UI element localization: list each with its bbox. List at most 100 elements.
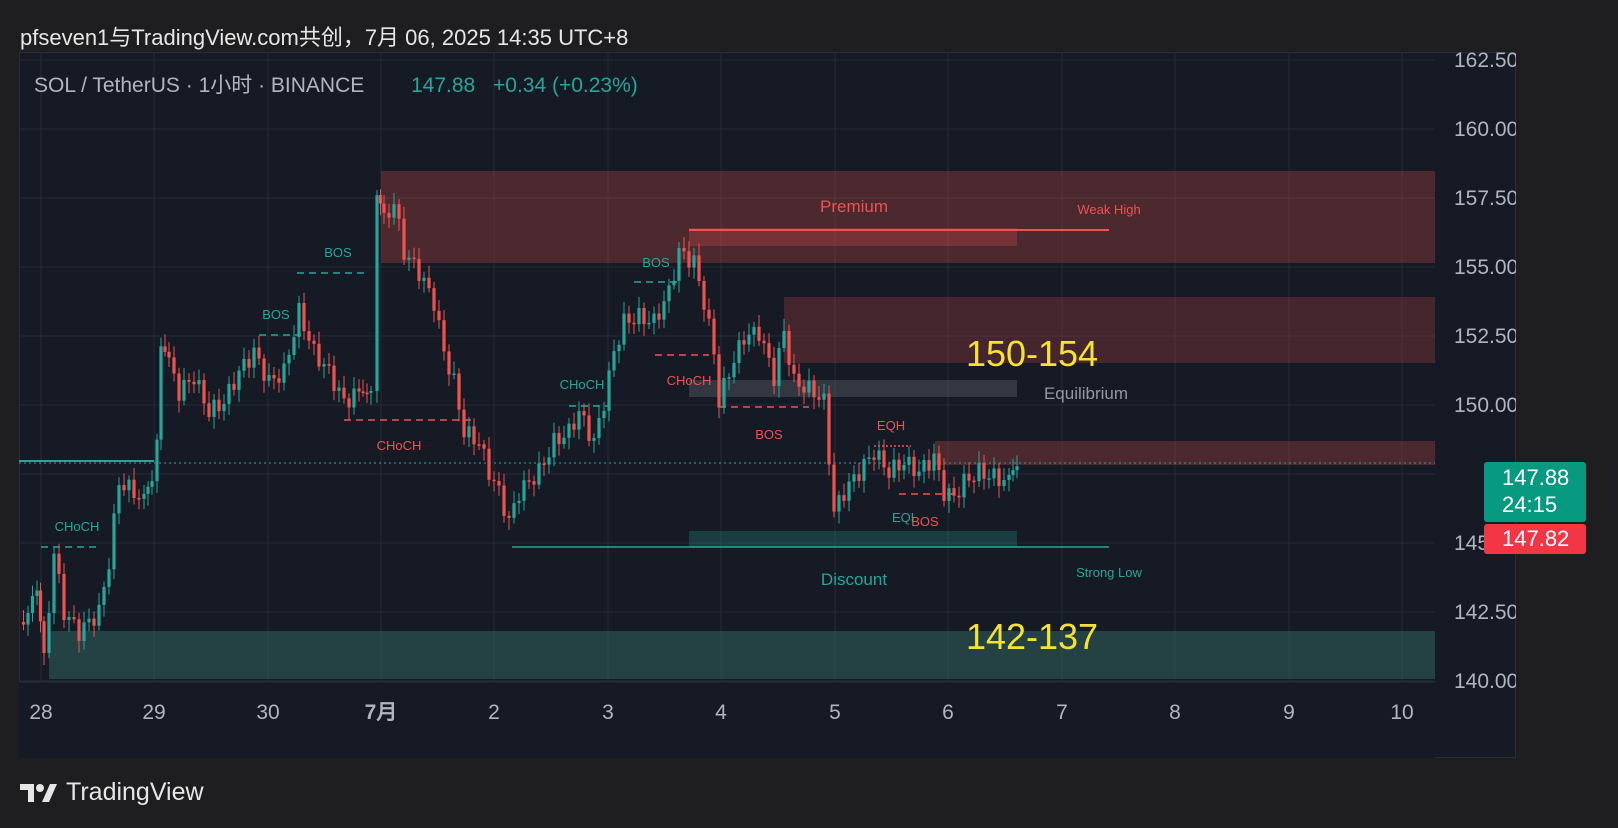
candle-body — [112, 513, 116, 570]
candle-body — [677, 248, 681, 281]
candle-body — [892, 459, 896, 478]
symbol-title: SOL / TetherUS · 1小时 · BINANCE — [34, 74, 364, 97]
price-chart[interactable]: Premium Weak High Equilibrium Discount S… — [19, 52, 1516, 758]
candle-body — [87, 618, 91, 623]
bos-label-4: BOS — [755, 427, 783, 442]
candle-body — [837, 495, 841, 512]
candle-body — [647, 322, 651, 325]
candle-body — [262, 358, 266, 381]
candle-body — [912, 456, 916, 477]
candle-body — [957, 495, 961, 498]
time-tick: 2 — [488, 701, 500, 724]
candle-body — [607, 370, 611, 411]
candle-body — [327, 364, 331, 366]
candle-body — [782, 330, 786, 349]
candle-body — [832, 464, 836, 512]
candle-body — [155, 439, 159, 482]
candle-body — [742, 340, 746, 345]
footer-brand[interactable]: TradingView — [66, 778, 204, 806]
candle-body — [227, 383, 231, 404]
candle-body — [57, 553, 61, 574]
candle-body — [802, 386, 806, 393]
candle-body — [602, 410, 606, 419]
candle-body — [817, 397, 821, 400]
candle-body — [392, 204, 396, 218]
candle-body — [163, 346, 167, 352]
candle-body — [707, 309, 711, 319]
equilibrium-zone — [689, 380, 1017, 397]
candle-body — [402, 218, 406, 260]
candle-body — [737, 340, 741, 363]
candle-body — [202, 380, 206, 404]
candle-body — [72, 617, 76, 620]
supply-zone-150-154 — [784, 297, 1435, 363]
candle-body — [142, 493, 146, 499]
candle-body — [150, 481, 154, 487]
candle-body — [287, 354, 291, 364]
candle-body — [62, 573, 66, 621]
candle-body — [967, 473, 971, 481]
candle-body — [567, 423, 571, 438]
price-tick: 140.00 — [1454, 670, 1516, 693]
choch-label-3: CHoCH — [560, 377, 605, 392]
candle-body — [872, 457, 876, 460]
candle-body — [382, 203, 386, 214]
price-tick: 142.50 — [1454, 601, 1516, 624]
candle-body — [267, 375, 271, 381]
premium-zone — [381, 171, 1435, 263]
candle-body — [457, 373, 461, 410]
candle-body — [972, 480, 976, 483]
candle-body — [217, 399, 221, 412]
candle-body — [747, 334, 751, 345]
candle-body — [337, 387, 341, 391]
candle-body — [702, 281, 706, 310]
price-tick: 162.50 — [1454, 52, 1516, 72]
current-price-value: 147.88 — [1502, 465, 1570, 490]
candle-body — [942, 470, 946, 501]
bos-label-1: BOS — [262, 307, 290, 322]
candle-body — [847, 481, 851, 501]
candle-body — [332, 365, 336, 391]
time-tick: 7月 — [365, 701, 398, 724]
candle-body — [361, 391, 365, 394]
candle-body — [272, 375, 276, 379]
candle-body — [192, 381, 196, 385]
candle-body — [907, 456, 911, 465]
candle-body — [375, 195, 379, 391]
time-axis: 28 29 30 7月 2 3 4 5 6 7 8 9 10 — [29, 701, 1413, 724]
candle-body — [937, 453, 941, 471]
candle-body — [612, 351, 616, 371]
candle-body — [507, 515, 511, 518]
candle-body — [322, 364, 326, 367]
candle-body — [237, 370, 241, 390]
premium-label: Premium — [820, 197, 888, 216]
choch-label-2: CHoCH — [377, 438, 422, 453]
candle-body — [35, 590, 39, 596]
candle-body — [1011, 470, 1015, 475]
candle-body — [282, 363, 286, 383]
candle-body — [52, 553, 56, 614]
candle-body — [437, 310, 441, 321]
candle-body — [427, 277, 431, 289]
candle-body — [197, 380, 201, 385]
candle-body — [732, 362, 736, 378]
candle-body — [692, 255, 696, 268]
candle-body — [532, 481, 536, 485]
candle-body — [717, 354, 721, 408]
supply-zone-148 — [935, 441, 1435, 465]
candle-body — [365, 392, 369, 395]
candle-body — [812, 380, 816, 398]
candle-body — [422, 277, 426, 281]
time-tick: 7 — [1056, 701, 1068, 724]
candle-body — [207, 403, 211, 417]
candle-body — [727, 377, 731, 379]
time-tick: 6 — [942, 701, 954, 724]
candle-body — [992, 468, 996, 479]
candle-body — [712, 318, 716, 355]
current-price-tag: 147.88 24:15 — [1484, 462, 1586, 522]
candle-body — [877, 450, 881, 460]
candle-body — [467, 426, 471, 438]
candle-body — [122, 485, 126, 491]
candle-body — [997, 468, 1001, 487]
candle-body — [347, 398, 351, 408]
